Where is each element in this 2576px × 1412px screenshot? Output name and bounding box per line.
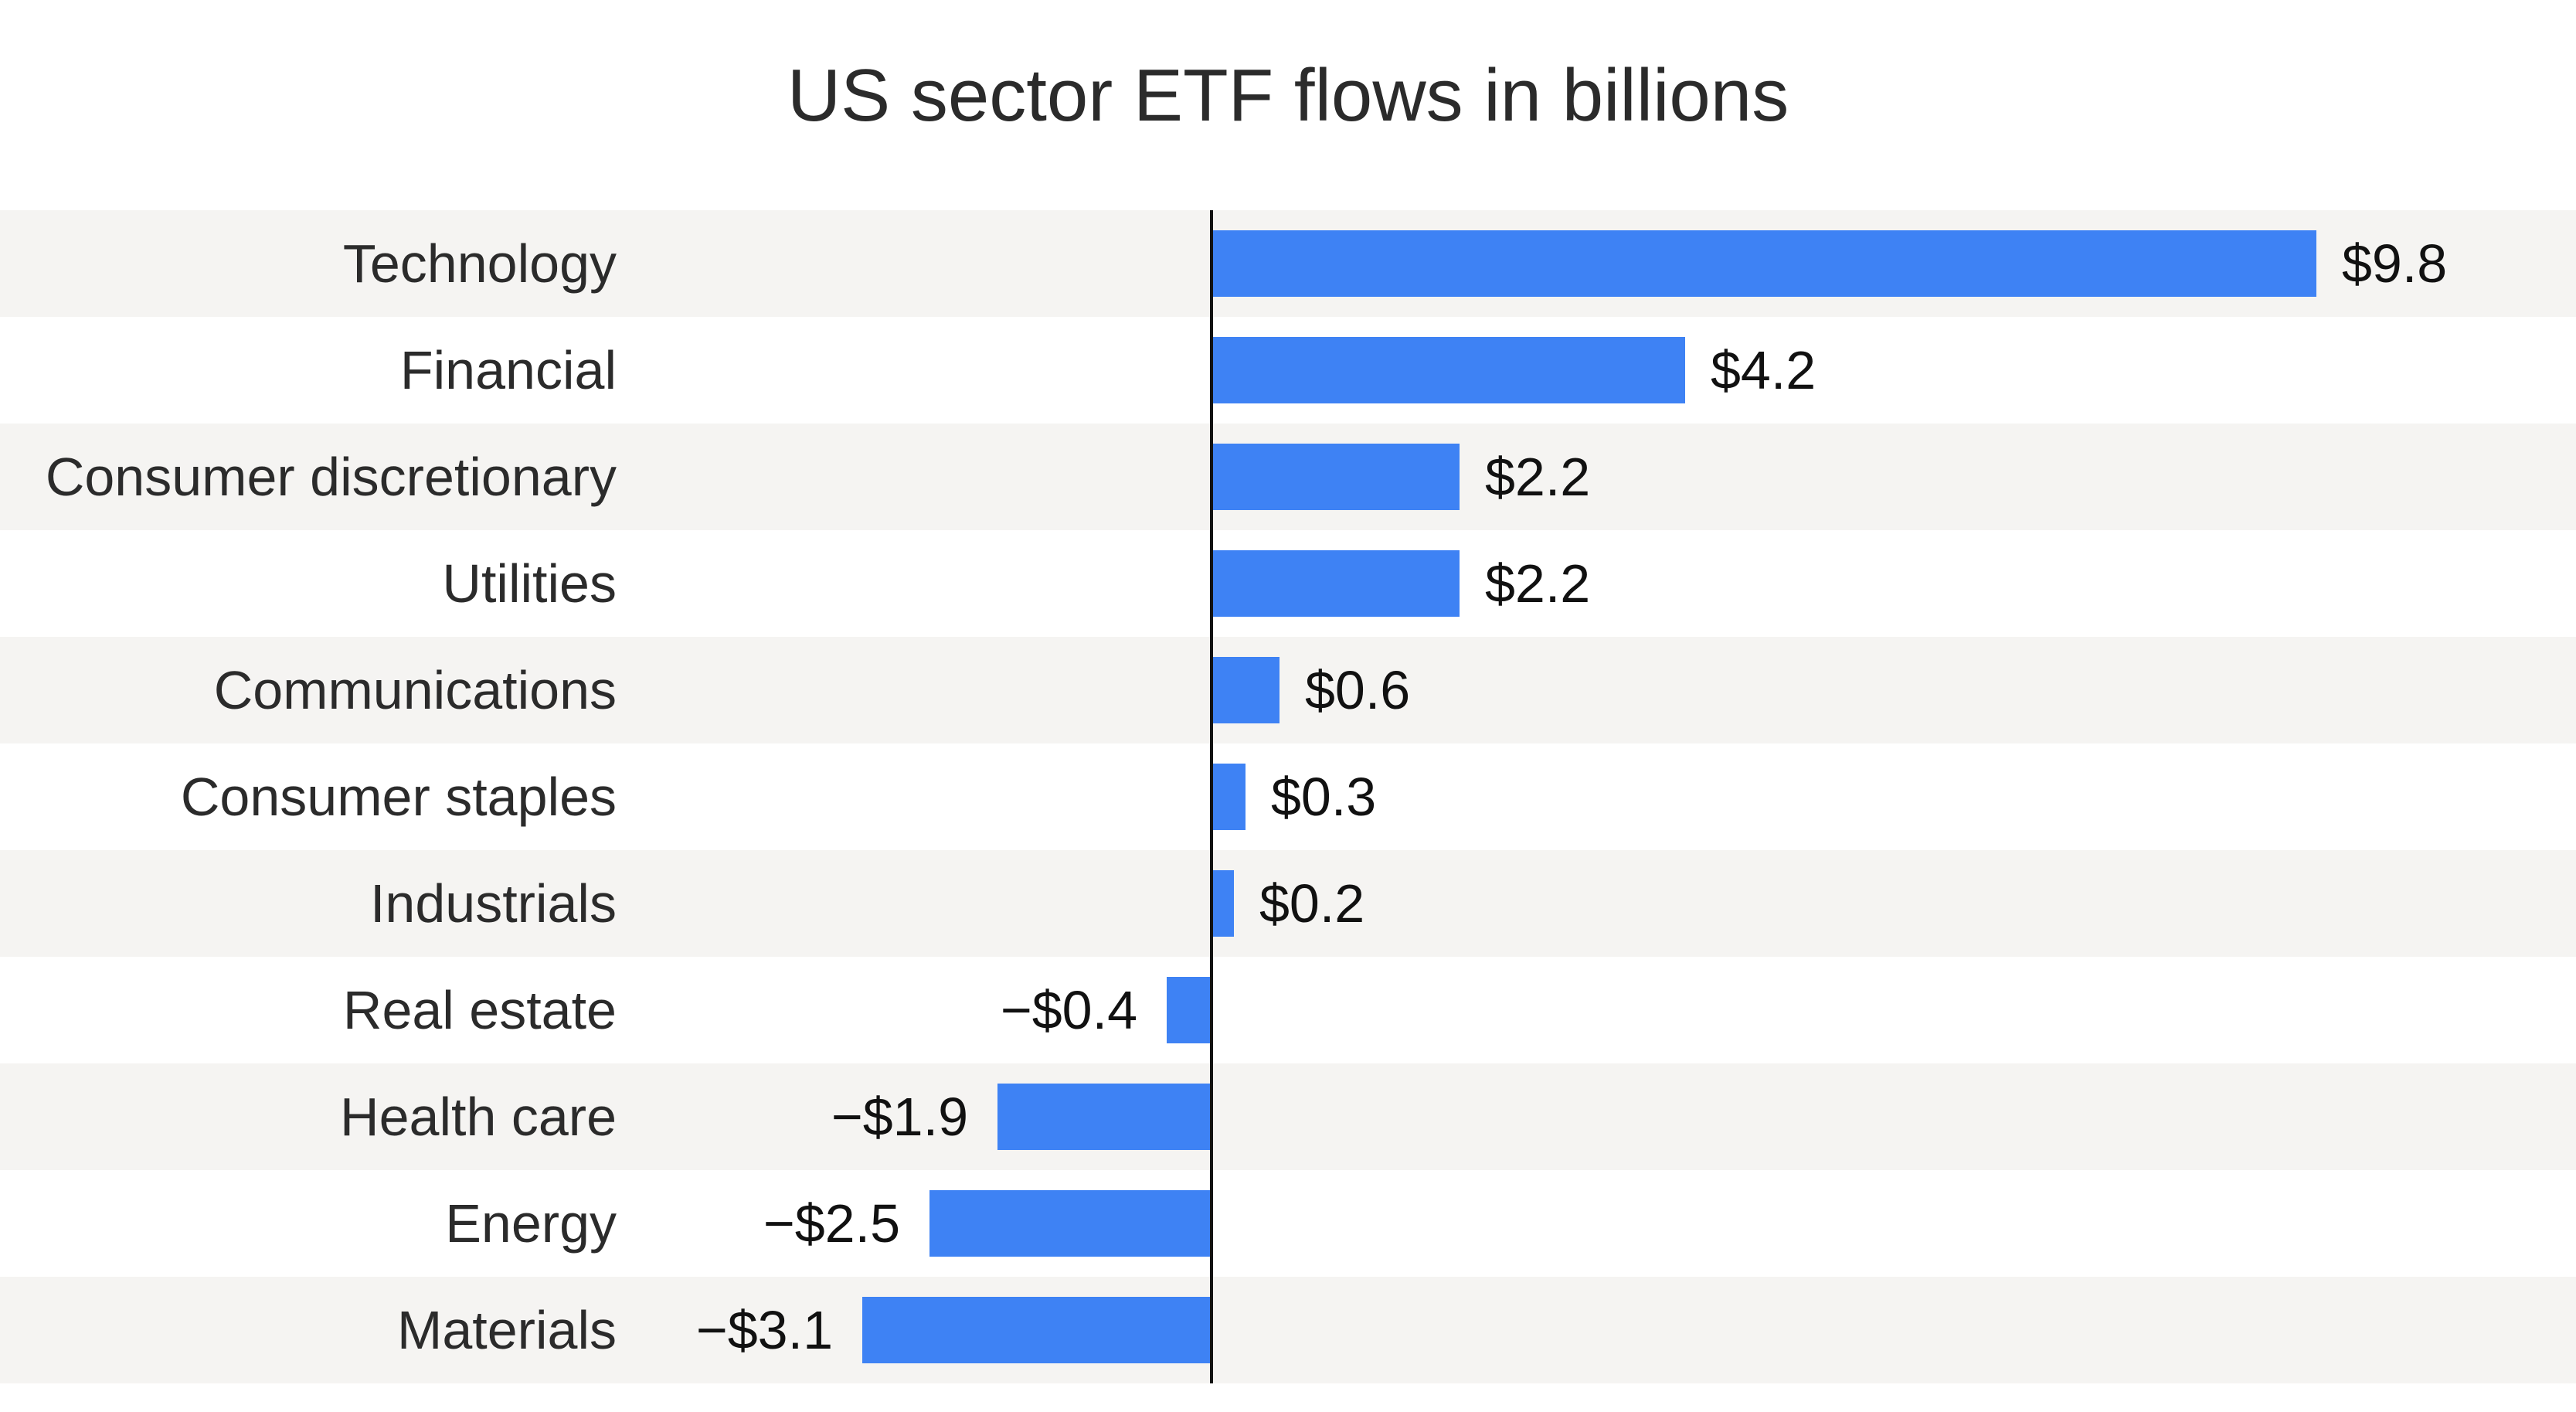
- value-label: $9.8: [2342, 233, 2448, 294]
- value-label: −$3.1: [695, 1300, 833, 1360]
- zero-axis-line: [1210, 210, 1213, 1383]
- value-label: $2.2: [1485, 447, 1591, 507]
- value-label: $4.2: [1711, 340, 1816, 400]
- chart-row: Consumer discretionary $2.2: [0, 424, 2576, 530]
- chart-row: Health care −$1.9: [0, 1063, 2576, 1170]
- value-label: −$2.5: [763, 1193, 900, 1254]
- category-label: Energy: [445, 1193, 617, 1254]
- bar: [1212, 337, 1685, 403]
- chart-row: Energy −$2.5: [0, 1170, 2576, 1277]
- chart-row: Technology $9.8: [0, 210, 2576, 317]
- category-label: Health care: [340, 1087, 617, 1147]
- value-label: $0.2: [1259, 873, 1365, 934]
- chart-row: Financial $4.2: [0, 317, 2576, 424]
- chart-row: Consumer staples $0.3: [0, 743, 2576, 850]
- bar: [1212, 550, 1460, 617]
- bar: [997, 1084, 1212, 1150]
- category-label: Real estate: [342, 980, 617, 1040]
- chart-title: US sector ETF flows in billions: [787, 54, 1789, 137]
- bar: [1212, 870, 1234, 937]
- chart-row: Real estate −$0.4: [0, 957, 2576, 1063]
- bar: [929, 1190, 1212, 1257]
- value-label: $0.3: [1271, 767, 1377, 827]
- bar: [1167, 977, 1212, 1043]
- category-label: Consumer staples: [180, 767, 617, 827]
- category-label: Industrials: [369, 873, 617, 934]
- category-label: Materials: [397, 1300, 617, 1360]
- bar: [1212, 764, 1246, 830]
- category-label: Consumer discretionary: [45, 447, 617, 507]
- plot-area: Technology $9.8 Financial $4.2 Consumer …: [0, 210, 2576, 1383]
- chart-row: Communications $0.6: [0, 637, 2576, 743]
- value-label: −$1.9: [831, 1087, 968, 1147]
- category-label: Utilities: [442, 553, 617, 614]
- chart-row: Utilities $2.2: [0, 530, 2576, 637]
- bar: [862, 1297, 1212, 1363]
- bar: [1212, 230, 2316, 297]
- chart-row: Materials −$3.1: [0, 1277, 2576, 1383]
- value-label: $0.6: [1305, 660, 1411, 720]
- value-label: −$0.4: [1000, 980, 1137, 1040]
- category-label: Communications: [213, 660, 617, 720]
- category-label: Financial: [399, 340, 617, 400]
- chart-row: Industrials $0.2: [0, 850, 2576, 957]
- bar: [1212, 657, 1280, 723]
- value-label: $2.2: [1485, 553, 1591, 614]
- category-label: Technology: [342, 233, 617, 294]
- bar: [1212, 444, 1460, 510]
